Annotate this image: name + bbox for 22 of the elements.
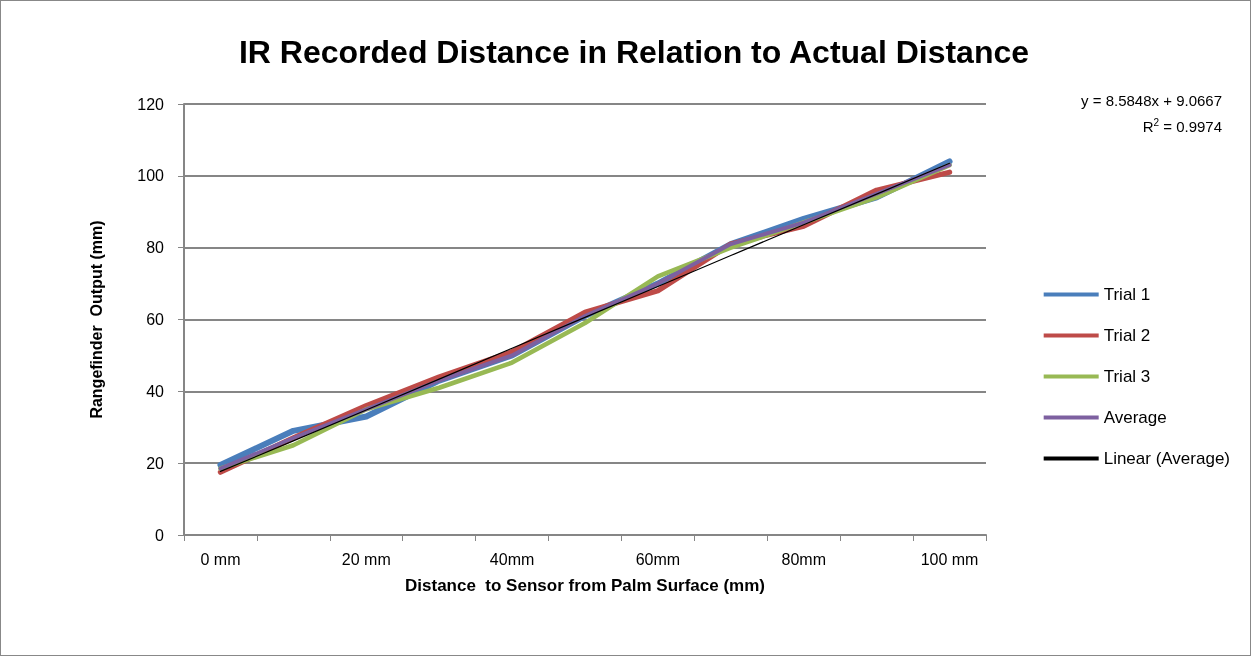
y-tick-label: 0	[155, 526, 165, 544]
x-tick-label: 60mm	[635, 550, 681, 568]
y-tick-label: 80	[146, 239, 165, 257]
y-tick-label: 120	[137, 95, 165, 113]
text: y = 8.5848x + 9.0667	[1081, 92, 1222, 109]
legend-label: Trial 2	[1103, 326, 1151, 345]
x-tick-label: 100 mm	[920, 550, 979, 568]
x-tick-label: 20 mm	[341, 550, 391, 568]
y-tick-label: 20	[146, 454, 165, 472]
legend-label: Average	[1103, 408, 1167, 427]
y-tick-label: 60	[146, 311, 165, 328]
y-axis-title: Rangefinder Output (mm)	[87, 220, 105, 419]
legend-label: Trial 1	[1103, 285, 1151, 304]
x-axis-title: Distance to Sensor from Palm Surface (mm)	[405, 576, 765, 595]
x-tick-label: 0 mm	[200, 550, 241, 568]
chart-title: IR Recorded Distance in Relation to Actual Distance	[238, 34, 1030, 70]
x-tick-label: 80mm	[781, 550, 826, 568]
x-tick-label: 40mm	[489, 550, 535, 568]
y-tick-label: 100	[137, 167, 165, 185]
y-tick-label: 40	[146, 382, 165, 400]
legend-label: Linear (Average)	[1103, 449, 1231, 468]
legend-label: Trial 3	[1103, 367, 1151, 386]
